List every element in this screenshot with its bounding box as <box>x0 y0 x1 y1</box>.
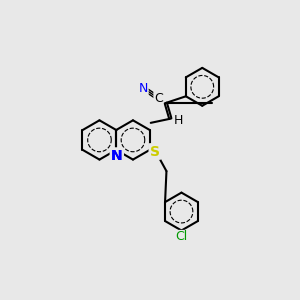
Text: N: N <box>139 82 148 95</box>
Text: N: N <box>111 149 123 163</box>
Text: Cl: Cl <box>175 230 188 244</box>
Text: C: C <box>154 92 163 105</box>
Text: S: S <box>150 145 160 158</box>
Text: N: N <box>111 149 123 163</box>
Text: N: N <box>111 149 123 163</box>
Text: H: H <box>173 114 183 127</box>
